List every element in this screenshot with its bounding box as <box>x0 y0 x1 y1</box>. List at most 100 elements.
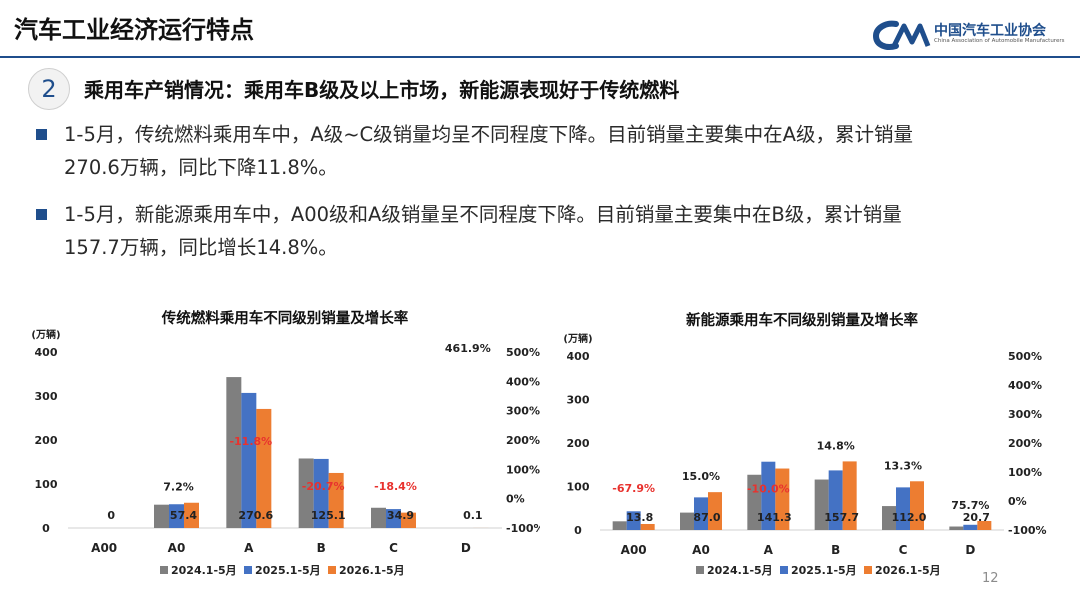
legend-label: 2025.1-5月 <box>255 564 321 577</box>
legend-label: 2026.1-5月 <box>339 564 405 577</box>
growth-rate-label: 7.2% <box>163 481 194 494</box>
value-label: 87.0 <box>693 511 720 524</box>
bar-A00-2025.1-5月 <box>626 511 641 530</box>
legend-swatch <box>160 566 168 574</box>
y-axis-unit: (万辆) <box>563 332 592 345</box>
growth-rate-label: -11.8% <box>229 435 272 448</box>
bar-A-2026.1-5月 <box>775 468 790 530</box>
section-number: 2 <box>28 68 70 110</box>
page-number: 12 <box>982 571 999 586</box>
legend-label: 2026.1-5月 <box>875 564 941 577</box>
y2-tick-label: 400% <box>506 375 540 388</box>
section-title: 乘用车产销情况：乘用车B级及以上市场，新能源表现好于传统燃料 <box>84 78 680 102</box>
bullet-line: 1-5月，新能源乘用车中，A00级和A级销量呈不同程度下降。目前销量主要集中在B… <box>64 203 902 226</box>
value-label: 0.1 <box>463 509 483 522</box>
bullet-line: 270.6万辆，同比下降11.8%。 <box>64 156 338 179</box>
y2-tick-label: 500% <box>506 346 540 359</box>
legend-swatch <box>696 566 704 574</box>
y2-tick-label: 100% <box>506 463 540 476</box>
bar-A-2025.1-5月 <box>241 392 257 528</box>
bar-A-2024.1-5月 <box>226 377 242 528</box>
bar-A-2024.1-5月 <box>747 474 762 530</box>
bar-C-2026.1-5月 <box>910 481 924 530</box>
x-tick-label: A00 <box>91 541 117 555</box>
y2-tick-label: 400% <box>1008 379 1042 392</box>
bar-A00-2024.1-5月 <box>612 521 627 530</box>
value-label: 34.9 <box>387 509 414 522</box>
bar-A0-2025.1-5月 <box>169 504 184 528</box>
bar-B-2025.1-5月 <box>828 470 843 530</box>
x-tick-label: A <box>764 543 774 557</box>
bar-D-2026.1-5月 <box>977 520 992 530</box>
value-label: 112.0 <box>892 511 927 524</box>
legend-swatch <box>864 566 872 574</box>
chart-title: 传统燃料乘用车不同级别销量及增长率 <box>161 309 409 327</box>
header-divider <box>0 56 1080 58</box>
bullet-square-icon <box>36 129 47 140</box>
y-tick-label: 0 <box>42 522 50 535</box>
y2-tick-label: 0% <box>1008 495 1027 508</box>
growth-rate-label: 461.9% <box>445 342 491 355</box>
y-tick-label: 400 <box>35 346 58 359</box>
bar-B-2025.1-5月 <box>313 458 329 528</box>
section-heading: 2 乘用车产销情况：乘用车B级及以上市场，新能源表现好于传统燃料 <box>28 68 1048 110</box>
x-tick-label: A00 <box>621 543 647 557</box>
x-tick-label: B <box>317 541 326 555</box>
x-tick-label: C <box>389 541 398 555</box>
bar-C-2025.1-5月 <box>386 509 401 528</box>
value-label: 270.6 <box>238 509 273 522</box>
caam-logo-icon <box>872 20 931 50</box>
bar-A0-2024.1-5月 <box>154 504 169 528</box>
association-logo: 中国汽车工业协会 China Association of Automobile… <box>872 18 1072 54</box>
x-tick-label: D <box>461 541 471 555</box>
legend-swatch <box>328 566 336 574</box>
y-tick-label: 400 <box>567 350 590 363</box>
y2-tick-label: 100% <box>1008 466 1042 479</box>
y2-tick-label: 200% <box>1008 437 1042 450</box>
header: 汽车工业经济运行特点 中国汽车工业协会 China Association of… <box>0 0 1080 58</box>
fuel-car-sales-chart: 传统燃料乘用车不同级别销量及增长率 (万辆) 0 100 200 300 400 -100% 0… <box>31 309 540 577</box>
x-tick-label: C <box>899 543 908 557</box>
growth-rate-label: -18.4% <box>374 480 417 493</box>
value-label: 157.7 <box>824 511 859 524</box>
growth-rate-label: -20.7% <box>302 480 345 493</box>
bullet-line: 1-5月，传统燃料乘用车中，A级~C级销量均呈不同程度下降。目前销量主要集中在A… <box>64 123 913 146</box>
bar-A0-2026.1-5月 <box>184 502 199 528</box>
bar-B-2026.1-5月 <box>328 472 344 528</box>
growth-rate-label: 13.3% <box>884 459 922 472</box>
bullet-square-icon <box>36 209 47 220</box>
y-tick-label: 200 <box>567 437 590 450</box>
y2-tick-label: 500% <box>1008 350 1042 363</box>
growth-rate-label: 15.0% <box>682 470 720 483</box>
bar-A00-2026.1-5月 <box>640 523 655 530</box>
y-tick-label: 0 <box>574 524 582 537</box>
legend-swatch <box>780 566 788 574</box>
y-tick-label: 200 <box>35 434 58 447</box>
growth-rate-label: -10.0% <box>747 482 790 495</box>
x-tick-label: B <box>831 543 840 557</box>
value-label: 20.7 <box>963 511 990 524</box>
page-title: 汽车工业经济运行特点 <box>14 16 254 44</box>
y2-tick-label: -100% <box>506 522 540 535</box>
bar-C-2024.1-5月 <box>371 507 386 528</box>
value-label: 13.8 <box>626 511 653 524</box>
bar-B-2024.1-5月 <box>814 479 829 530</box>
x-tick-label: D <box>965 543 975 557</box>
legend-label: 2024.1-5月 <box>171 564 237 577</box>
value-label: 57.4 <box>170 509 197 522</box>
legend-label: 2024.1-5月 <box>707 564 773 577</box>
bar-B-2024.1-5月 <box>298 458 314 528</box>
legend-label: 2025.1-5月 <box>791 564 857 577</box>
y-axis-unit: (万辆) <box>31 328 60 341</box>
x-tick-label: A0 <box>692 543 710 557</box>
bar-C-2026.1-5月 <box>401 512 416 528</box>
y-tick-label: 300 <box>567 394 590 407</box>
legend-swatch <box>244 566 252 574</box>
x-tick-label: A <box>244 541 254 555</box>
bar-C-2024.1-5月 <box>882 506 896 530</box>
bar-C-2025.1-5月 <box>896 487 910 530</box>
bar-A-2025.1-5月 <box>761 461 776 530</box>
y2-tick-label: -100% <box>1008 524 1047 537</box>
bullet-line: 157.7万辆，同比增长14.8%。 <box>64 236 338 259</box>
